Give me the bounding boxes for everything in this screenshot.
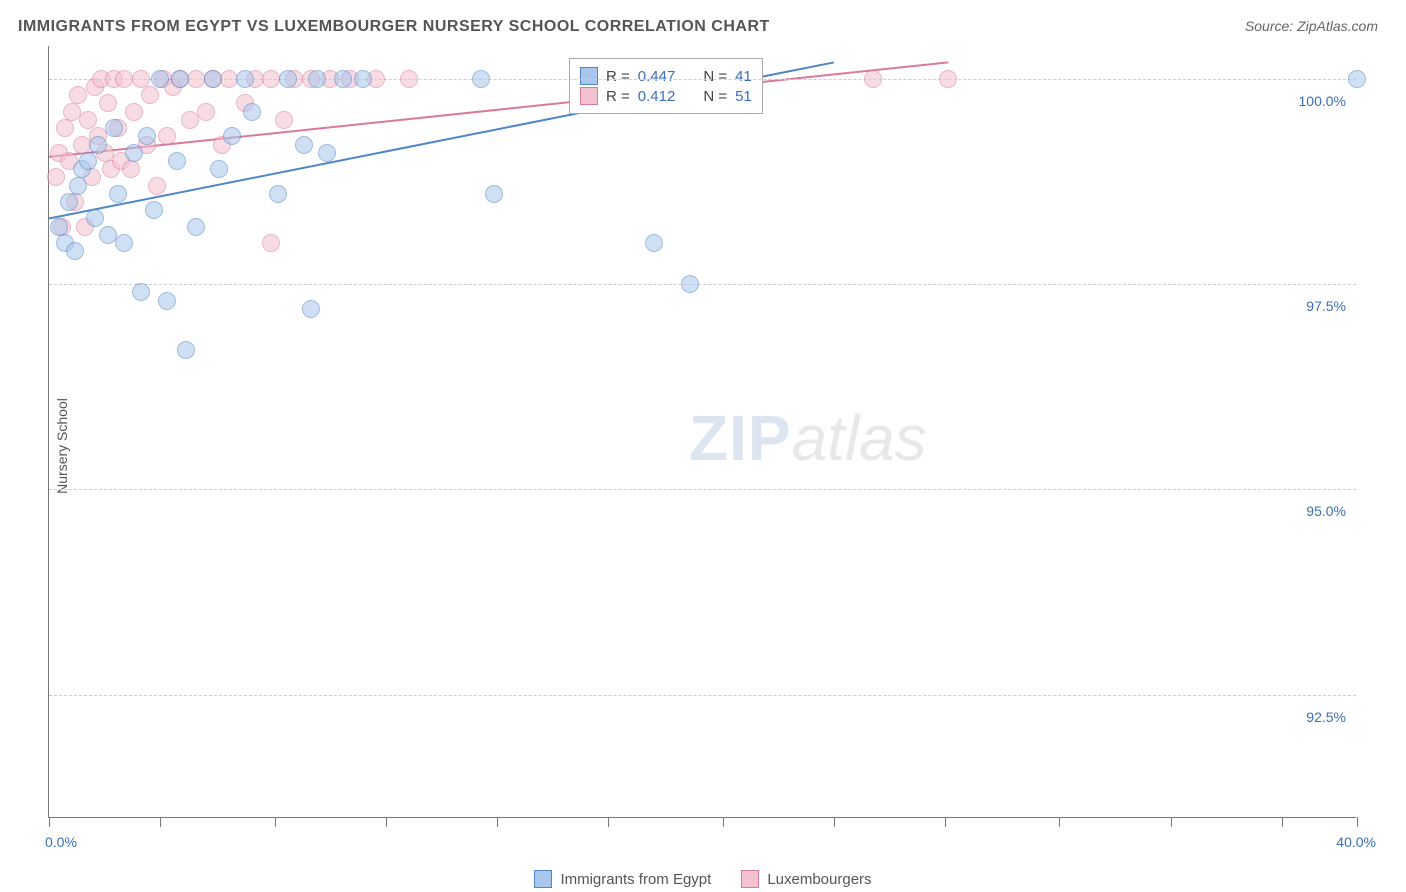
scatter-point [99,226,117,244]
legend-n-value: 41 [735,68,752,85]
scatter-point [485,185,503,203]
legend-n-value: 51 [735,88,752,105]
legend-r-value: 0.447 [638,68,676,85]
x-tick [945,817,946,827]
legend-series-name: Luxembourgers [767,871,871,888]
scatter-point [63,103,81,121]
scatter-point [50,218,68,236]
x-tick [386,817,387,827]
scatter-point [158,127,176,145]
scatter-point [122,160,140,178]
scatter-point [125,144,143,162]
gridline [49,695,1356,696]
scatter-point [354,70,372,88]
scatter-point [145,201,163,219]
scatter-point [220,70,238,88]
gridline [49,284,1356,285]
source-label: Source: [1245,18,1297,34]
y-tick-label: 92.5% [1306,709,1346,725]
scatter-point [187,218,205,236]
legend-item: Luxembourgers [741,870,871,888]
scatter-point [125,103,143,121]
x-tick [1282,817,1283,827]
scatter-point [171,70,189,88]
scatter-point [151,70,169,88]
x-tick [49,817,50,827]
scatter-point [60,193,78,211]
scatter-point [243,103,261,121]
scatter-point [302,300,320,318]
x-tick [275,817,276,827]
y-tick-label: 97.5% [1306,298,1346,314]
x-tick [1171,817,1172,827]
legend-swatch [580,67,598,85]
legend-n-label: N = [703,68,727,85]
scatter-point [645,234,663,252]
legend-stat-row: R = 0.447 N = 41 [580,67,752,85]
legend-r-label: R = [606,88,630,105]
scatter-point [197,103,215,121]
scatter-point [400,70,418,88]
scatter-point [318,144,336,162]
series-legend: Immigrants from Egypt Luxembourgers [0,870,1406,888]
x-axis-min-label: 0.0% [45,834,77,850]
scatter-point [864,70,882,88]
legend-swatch [741,870,759,888]
scatter-point [236,70,254,88]
scatter-point [148,177,166,195]
scatter-point [109,185,127,203]
source-attribution: Source: ZipAtlas.com [1245,18,1378,34]
plot-area: ZIPatlas R =0.447N =41R =0.412N =51 [48,46,1356,818]
y-tick-label: 100.0% [1299,93,1346,109]
scatter-point [132,70,150,88]
legend-n-label: N = [703,88,727,105]
x-tick [723,817,724,827]
scatter-point [89,136,107,154]
scatter-point [168,152,186,170]
scatter-point [269,185,287,203]
x-tick [497,817,498,827]
scatter-point [115,70,133,88]
scatter-point [47,168,65,186]
legend-stat-row: R = 0.412 N = 51 [580,87,752,105]
stats-legend: R = 0.447 N = 41 R = 0.412 N = 51 [569,58,763,114]
scatter-point [939,70,957,88]
scatter-point [204,70,222,88]
legend-series-name: Immigrants from Egypt [560,871,711,888]
scatter-point [1348,70,1366,88]
legend-item: Immigrants from Egypt [534,870,711,888]
scatter-point [73,136,91,154]
scatter-point [69,177,87,195]
scatter-point [308,70,326,88]
scatter-point [158,292,176,310]
scatter-point [187,70,205,88]
x-tick [834,817,835,827]
source-name: ZipAtlas.com [1297,18,1378,34]
chart-title: IMMIGRANTS FROM EGYPT VS LUXEMBOURGER NU… [18,18,770,36]
legend-r-value: 0.412 [638,88,676,105]
y-tick-label: 95.0% [1306,503,1346,519]
scatter-point [132,283,150,301]
scatter-point [279,70,297,88]
x-tick [608,817,609,827]
scatter-point [295,136,313,154]
scatter-point [681,275,699,293]
legend-swatch [580,87,598,105]
trend-lines-layer [49,46,1356,817]
scatter-point [181,111,199,129]
legend-swatch [534,870,552,888]
gridline [49,489,1356,490]
legend-r-label: R = [606,68,630,85]
x-tick [160,817,161,827]
scatter-point [472,70,490,88]
x-axis-max-label: 40.0% [1336,834,1376,850]
x-tick [1059,817,1060,827]
x-tick [1357,817,1358,827]
